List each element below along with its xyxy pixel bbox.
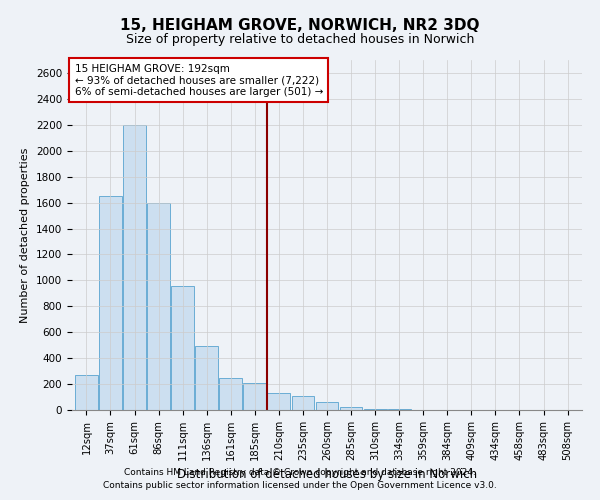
Bar xyxy=(244,383,266,410)
Text: Contains HM Land Registry data © Crown copyright and database right 2024.: Contains HM Land Registry data © Crown c… xyxy=(124,468,476,477)
Bar xyxy=(364,408,386,410)
X-axis label: Distribution of detached houses by size in Norwich: Distribution of detached houses by size … xyxy=(177,468,477,481)
Text: Size of property relative to detached houses in Norwich: Size of property relative to detached ho… xyxy=(126,32,474,46)
Bar xyxy=(220,378,242,410)
Bar xyxy=(123,125,146,410)
Text: 15 HEIGHAM GROVE: 192sqm
← 93% of detached houses are smaller (7,222)
6% of semi: 15 HEIGHAM GROVE: 192sqm ← 93% of detach… xyxy=(74,64,323,96)
Bar xyxy=(292,396,314,410)
Bar xyxy=(268,393,290,410)
Bar xyxy=(340,408,362,410)
Text: 15, HEIGHAM GROVE, NORWICH, NR2 3DQ: 15, HEIGHAM GROVE, NORWICH, NR2 3DQ xyxy=(120,18,480,32)
Bar xyxy=(147,202,170,410)
Y-axis label: Number of detached properties: Number of detached properties xyxy=(20,148,31,322)
Bar xyxy=(316,402,338,410)
Bar xyxy=(171,286,194,410)
Bar xyxy=(99,196,122,410)
Text: Contains public sector information licensed under the Open Government Licence v3: Contains public sector information licen… xyxy=(103,482,497,490)
Bar xyxy=(75,375,98,410)
Bar xyxy=(195,346,218,410)
